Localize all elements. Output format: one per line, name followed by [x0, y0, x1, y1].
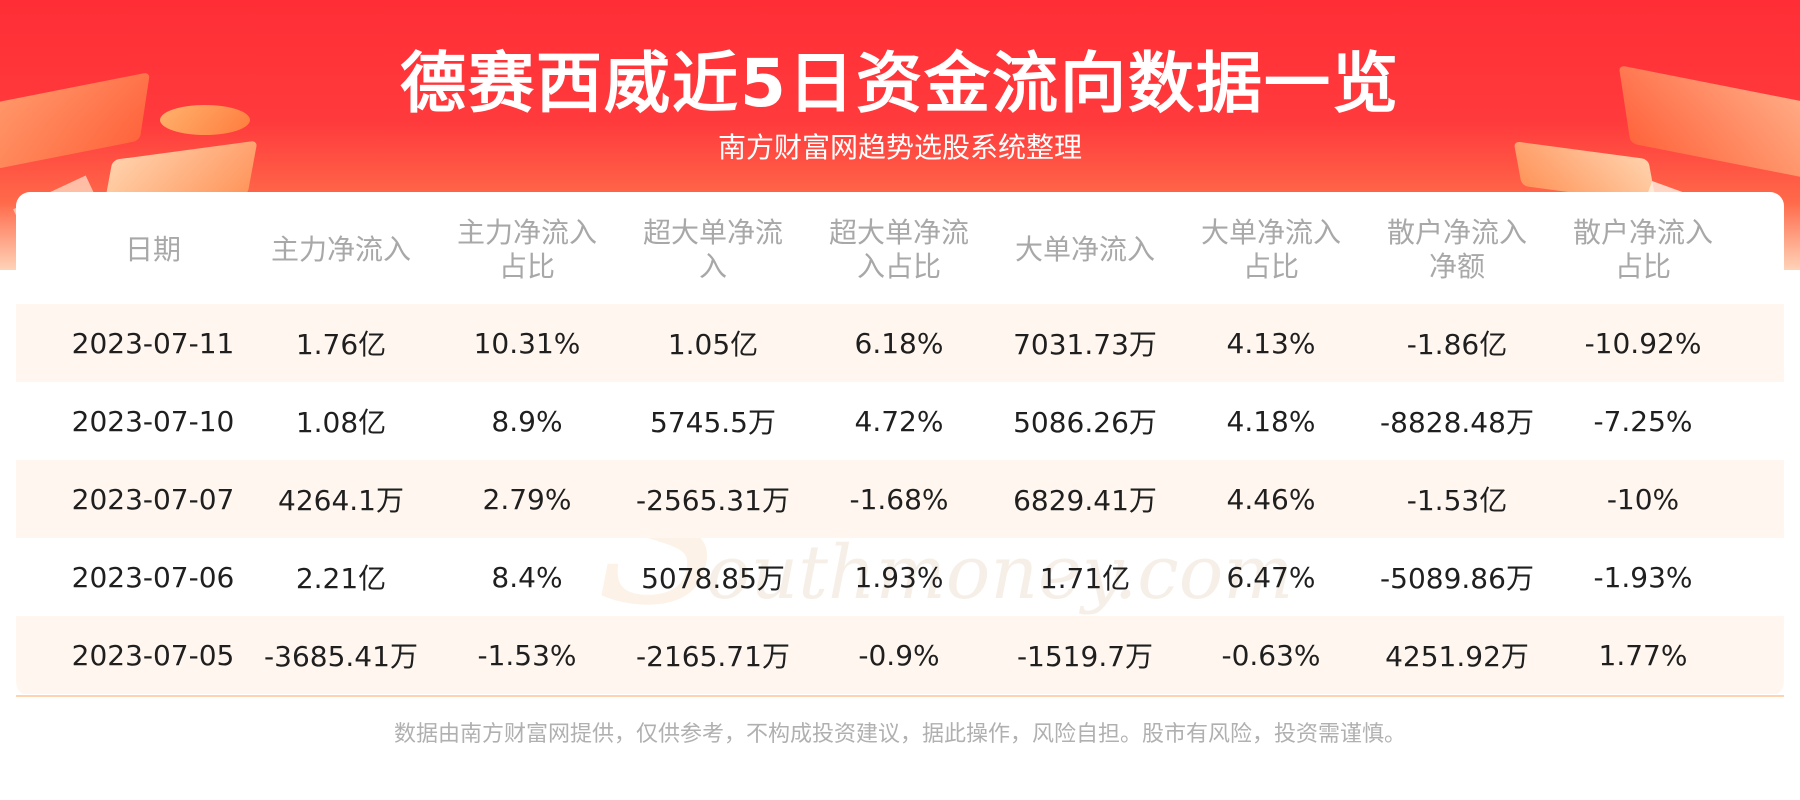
divider: [16, 695, 1784, 697]
table-cell: -10%: [1606, 482, 1680, 516]
table-cell: 1.93%: [854, 560, 944, 594]
table-cell: 8.9%: [491, 404, 563, 438]
table-cell: -1.68%: [849, 482, 949, 516]
column-header-line: 净额: [1428, 250, 1485, 283]
table-cell: 1.08亿: [295, 406, 387, 439]
table-cell: 4.46%: [1226, 482, 1316, 516]
table-cell: 1.05亿: [667, 328, 759, 361]
column-header: 主力净流入: [248, 192, 434, 304]
table-cell: -1.53亿: [1406, 484, 1508, 517]
table-row: 2023-07-06 2.21亿 8.4% 5078.85万 1.93% 1.71亿 6.4…: [16, 538, 1784, 616]
column-header: 主力净流入 占比: [434, 192, 620, 304]
column-header-line: 大单净流入: [1200, 216, 1341, 249]
table-cell: 2023-07-05: [71, 638, 235, 672]
table-cell: -1.93%: [1593, 560, 1693, 594]
decorative-shape: [160, 105, 250, 135]
table-cell: 1.71亿: [1039, 562, 1131, 595]
column-header: 散户净流入 净额: [1364, 192, 1550, 304]
column-header-line: 散户净流入: [1572, 216, 1713, 249]
table-cell: 4264.1万: [278, 484, 404, 517]
table-cell: 2.79%: [482, 482, 572, 516]
table-cell: 1.77%: [1598, 638, 1688, 672]
column-header: 散户净流入 占比: [1550, 192, 1736, 304]
table-cell: -2165.71万: [636, 640, 790, 673]
table-cell: 7031.73万: [1013, 328, 1157, 361]
table-cell: -1519.7万: [1016, 640, 1154, 673]
table-cell: 2023-07-06: [71, 560, 235, 594]
table-cell: -5089.86万: [1380, 562, 1534, 595]
table-row: 2023-07-07 4264.1万 2.79% -2565.31万 -1.68% 682…: [16, 460, 1784, 538]
column-header-line: 散户净流入: [1386, 216, 1527, 249]
table-row: 2023-07-11 1.76亿 10.31% 1.05亿 6.18% 7031.73万 4…: [16, 304, 1784, 382]
column-header: 超大单净流入: [620, 192, 806, 304]
column-header-line: 入: [698, 250, 727, 283]
table-cell: -1.53%: [477, 638, 577, 672]
column-header: 大单净流入: [992, 192, 1178, 304]
table-cell: 4.13%: [1226, 326, 1316, 360]
page-subtitle: 南方财富网趋势选股系统整理: [717, 131, 1082, 164]
column-header: 日期: [58, 192, 248, 304]
table-cell: 5086.26万: [1013, 406, 1157, 439]
table-cell: 4251.92万: [1385, 640, 1529, 673]
table-cell: 2023-07-10: [71, 404, 235, 438]
table-cell: 1.76亿: [295, 328, 387, 361]
table-row: 2023-07-10 1.08亿 8.9% 5745.5万 4.72% 5086.26万 4…: [16, 382, 1784, 460]
table-cell: -0.9%: [858, 638, 940, 672]
table-cell: -2565.31万: [636, 484, 790, 517]
table-header-row: 日期 主力净流入 主力净流入 占比 超大单净流入超大单净流 入占比 大单净流入 大单净流入 占比…: [16, 192, 1784, 304]
table-cell: -7.25%: [1593, 404, 1693, 438]
column-header-line: 入占比: [856, 250, 941, 283]
table-cell: -10.92%: [1584, 326, 1702, 360]
column-header-line: 主力净流入: [270, 233, 411, 266]
table-cell: -0.63%: [1221, 638, 1321, 672]
disclaimer: 数据由南方财富网提供，仅供参考，不构成投资建议，据此操作，风险自担。股市有风险，…: [393, 722, 1406, 747]
table-cell: 8.4%: [491, 560, 563, 594]
column-header-line: 主力净流入: [456, 216, 597, 249]
table-cell: 2023-07-07: [71, 482, 235, 516]
fund-flow-table: S 南方财富网 outhmoney.com 日期主力净流入主力净流入占比超大单净…: [16, 192, 1784, 696]
table-cell: 6.47%: [1226, 560, 1316, 594]
table-cell: 6.18%: [854, 326, 944, 360]
column-header-line: 大单净流入: [1014, 233, 1155, 266]
column-header: 大单净流入 占比: [1178, 192, 1364, 304]
table-cell: 2.21亿: [295, 562, 387, 595]
table-cell: 6829.41万: [1013, 484, 1157, 517]
column-header-line: 占比: [1242, 250, 1299, 283]
table-cell: 4.18%: [1226, 404, 1316, 438]
column-header-line: 占比: [1614, 250, 1671, 283]
column-header-line: 超大单净流: [642, 216, 783, 249]
table-cell: 5078.85万: [641, 562, 785, 595]
table-cell: 4.72%: [854, 404, 944, 438]
table-cell: 10.31%: [473, 326, 581, 360]
table-cell: -1.86亿: [1406, 328, 1508, 361]
table-row: 2023-07-05 -3685.41万 -1.53% -2165.71万 -0.9% -…: [16, 616, 1784, 694]
table-cell: 2023-07-11: [71, 326, 235, 360]
table-cell: 5745.5万: [650, 406, 776, 439]
column-header: 超大单净流 入占比: [806, 192, 992, 304]
column-header-line: 占比: [498, 250, 555, 283]
column-header-line: 日期: [124, 233, 181, 266]
page-title: 德赛西威近5日资金流向数据一览: [400, 45, 1400, 122]
table-cell: -3685.41万: [264, 640, 418, 673]
table-cell: -8828.48万: [1380, 406, 1534, 439]
column-header-line: 超大单净流: [828, 216, 969, 249]
